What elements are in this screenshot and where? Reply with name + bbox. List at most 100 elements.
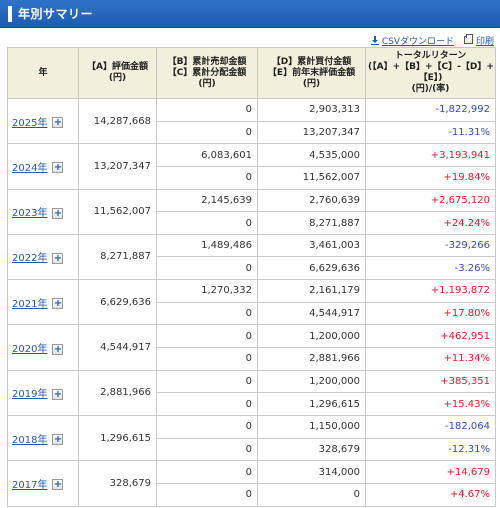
total-return-yen-cell: +1,193,872 xyxy=(365,279,496,303)
cumulative-sale-cell: 0 xyxy=(156,369,258,394)
year-link[interactable]: 2021年 xyxy=(12,298,48,310)
col-header-bc: 【B】累計売却金額 【C】累計分配金額 (円) xyxy=(156,47,258,99)
expand-plus-icon[interactable]: + xyxy=(52,252,64,264)
total-return-rate-cell: -11.31% xyxy=(365,120,496,145)
table-row: 0 6,629,636 -3.26% xyxy=(8,256,496,281)
total-return-rate-cell: +19.84% xyxy=(365,165,496,190)
valuation-cell: 6,629,636 xyxy=(78,279,157,326)
prior-year-valuation-cell: 8,271,887 xyxy=(257,211,366,235)
cumulative-distribution-cell: 0 xyxy=(156,120,258,145)
total-return-yen-cell: +14,679 xyxy=(365,460,496,484)
prior-year-valuation-cell: 6,629,636 xyxy=(257,256,366,281)
year-link[interactable]: 2019年 xyxy=(12,389,48,401)
col-header-line: (円) xyxy=(108,73,127,83)
cumulative-distribution-cell: 0 xyxy=(156,256,258,281)
year-link[interactable]: 2025年 xyxy=(12,117,48,129)
table-row: 2025年 +14,287,668 0 2,903,313 -1,822,992 xyxy=(7,97,496,145)
cumulative-purchase-cell: 2,903,313 xyxy=(257,98,366,122)
print-link[interactable]: 印刷 xyxy=(463,34,494,47)
header-accent-bar xyxy=(8,5,12,22)
table-row: 0 2,881,966 +11.34% xyxy=(8,347,496,371)
expand-plus-icon[interactable]: + xyxy=(52,162,64,174)
cumulative-purchase-cell: 4,535,000 xyxy=(257,143,366,167)
total-return-rate-cell: +15.43% xyxy=(365,392,496,416)
year-cell: 2022年 + xyxy=(7,233,79,281)
table-row: 0 8,271,887 +24.24% xyxy=(8,211,496,235)
table-row: 2022年 +8,271,887 1,489,486 3,461,003 -329,26… xyxy=(7,233,496,281)
table-row: 2023年 +11,562,007 2,145,639 2,760,639 +2,675… xyxy=(7,188,496,235)
section-title: 年別サマリー xyxy=(18,7,94,21)
download-icon xyxy=(370,35,379,45)
valuation-cell: 328,679 xyxy=(78,460,157,507)
cumulative-sale-cell: 2,145,639 xyxy=(156,188,258,213)
cumulative-sale-cell: 0 xyxy=(156,324,258,349)
table-row: 2017年 +328,679 0 314,000 +14,679 xyxy=(7,460,496,507)
col-header-line: 【A】評価金額 xyxy=(87,62,148,72)
expand-plus-icon[interactable]: + xyxy=(52,388,64,400)
total-return-yen-cell: +2,675,120 xyxy=(365,188,496,213)
year-cell: 2023年 + xyxy=(7,188,79,235)
total-return-rate-cell: +17.80% xyxy=(365,301,496,326)
yearly-summary-table: 年 【A】評価金額 (円) 【B】累計売却金額 【C】累計分配金額 (円) 【D】累計… xyxy=(7,47,496,507)
col-header-year: 年 xyxy=(7,47,79,99)
total-return-rate-cell: +11.34% xyxy=(365,347,496,371)
total-return-yen-cell: -329,266 xyxy=(365,233,496,258)
expand-plus-icon[interactable]: + xyxy=(52,298,64,310)
col-header-line: (円)/(率) xyxy=(411,84,450,94)
year-link[interactable]: 2022年 xyxy=(12,253,48,265)
expand-plus-icon[interactable]: + xyxy=(52,479,64,491)
year-cell: 2019年 + xyxy=(7,369,79,416)
table-row: 0 1,296,615 +15.43% xyxy=(8,392,496,416)
col-header-line: 年 xyxy=(38,67,48,78)
prior-year-valuation-cell: 11,562,007 xyxy=(257,165,366,190)
expand-plus-icon[interactable]: + xyxy=(52,207,64,219)
table-row: 0 0 +4.67% xyxy=(8,482,496,507)
total-return-yen-cell: -1,822,992 xyxy=(365,98,496,122)
col-header-total-return: トータルリターン (【A】+【B】+【C】-【D】+ 【E】) (円)/(率) xyxy=(365,47,496,99)
prior-year-valuation-cell: 328,679 xyxy=(257,437,366,462)
col-header-line: (円) xyxy=(302,78,321,89)
prior-year-valuation-cell: 13,207,347 xyxy=(257,120,366,145)
total-return-rate-cell: +24.24% xyxy=(365,211,496,235)
cumulative-distribution-cell: 0 xyxy=(156,392,258,416)
valuation-cell: 13,207,347 xyxy=(78,143,157,190)
col-header-line: トータルリターン xyxy=(394,51,467,61)
cumulative-sale-cell: 1,270,332 xyxy=(156,279,258,303)
csv-download-label: CSVダウンロード xyxy=(381,36,454,47)
total-return-rate-cell: -12.31% xyxy=(365,437,496,462)
col-header-line: 【D】累計買付金額 xyxy=(271,56,352,67)
cumulative-purchase-cell: 3,461,003 xyxy=(257,233,366,258)
section-header: 年別サマリー xyxy=(0,0,500,28)
cumulative-sale-cell: 0 xyxy=(156,460,258,484)
cumulative-purchase-cell: 1,200,000 xyxy=(257,369,366,394)
year-cell: 2018年 + xyxy=(7,414,79,462)
expand-plus-icon[interactable]: + xyxy=(52,434,64,446)
year-link[interactable]: 2023年 xyxy=(12,208,48,220)
col-header-a: 【A】評価金額 (円) xyxy=(78,47,157,99)
total-return-rate-cell: +4.67% xyxy=(365,482,496,507)
year-link[interactable]: 2020年 xyxy=(12,344,48,356)
valuation-cell: 4,544,917 xyxy=(78,324,157,371)
year-link[interactable]: 2017年 xyxy=(12,479,48,491)
year-link[interactable]: 2024年 xyxy=(12,162,48,174)
csv-download-link[interactable]: CSVダウンロード xyxy=(370,34,454,47)
expand-plus-icon[interactable]: + xyxy=(52,343,64,355)
prior-year-valuation-cell: 2,881,966 xyxy=(257,347,366,371)
cumulative-sale-cell: 6,083,601 xyxy=(156,143,258,167)
col-header-line: 【B】累計売却金額 xyxy=(167,56,247,67)
cumulative-distribution-cell: 0 xyxy=(156,301,258,326)
valuation-cell: 1,296,615 xyxy=(78,414,157,462)
cumulative-distribution-cell: 0 xyxy=(156,437,258,462)
table-row: 0 13,207,347 -11.31% xyxy=(8,120,496,145)
year-cell: 2017年 + xyxy=(7,460,79,507)
cumulative-sale-cell: 0 xyxy=(156,98,258,122)
year-cell: 2020年 + xyxy=(7,324,79,371)
table-row: 2020年 +4,544,917 0 1,200,000 +462,951 xyxy=(7,324,496,371)
total-return-yen-cell: +3,193,941 xyxy=(365,143,496,167)
table-row: 2024年 +13,207,347 6,083,601 4,535,000 +3,193… xyxy=(7,143,496,190)
valuation-cell: 14,287,668 xyxy=(78,97,157,145)
year-link[interactable]: 2018年 xyxy=(12,434,48,446)
toolbar: CSVダウンロード 印刷 xyxy=(370,34,494,47)
col-header-line: 【E】前年末評価金額 xyxy=(267,67,356,78)
expand-plus-icon[interactable]: + xyxy=(52,117,64,129)
